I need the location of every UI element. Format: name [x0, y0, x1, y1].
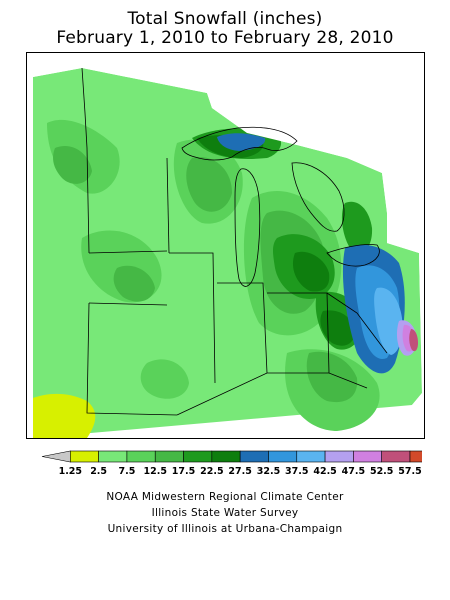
legend-tick-label: 22.5	[200, 466, 223, 477]
zone-2-5-sw	[33, 393, 96, 438]
lake-michigan-outline	[234, 168, 261, 287]
zone-42-5-east	[374, 287, 403, 355]
credit-line-3: University of Illinois at Urbana-Champai…	[107, 523, 343, 535]
legend-tick-label: 57.5	[398, 466, 421, 477]
boundary-lines	[81, 67, 388, 416]
ne-wv	[326, 292, 388, 354]
legend-swatch	[239, 450, 269, 463]
legend-swatch	[324, 450, 354, 463]
legend-swatch	[126, 450, 156, 463]
credit-line-2: Illinois State Water Survey	[151, 507, 299, 519]
in-border	[217, 282, 268, 374]
il-border	[169, 252, 216, 384]
zone-32-5-up	[217, 133, 266, 151]
title-line-2: February 1, 2010 to February 28, 2010	[56, 28, 394, 48]
mo-border	[86, 302, 178, 416]
mask-left	[27, 77, 33, 438]
zone-12-5-south	[140, 359, 189, 399]
legend-swatch	[381, 450, 411, 463]
legend-tick-label: 27.5	[228, 466, 251, 477]
legend-tick-label: 37.5	[285, 466, 308, 477]
legend-tick-label: 42.5	[313, 466, 336, 477]
legend-swatch	[353, 450, 382, 463]
legend-swatch	[211, 450, 241, 463]
mn-boundary	[81, 67, 90, 254]
ia-mn-border	[88, 250, 168, 254]
title-line-1: Total Snowfall (inches)	[127, 9, 323, 29]
credits: NOAA Midwestern Regional Climate Center …	[0, 489, 450, 537]
legend-swatch	[70, 450, 99, 463]
legend-swatch	[409, 450, 422, 463]
legend-tick-label: 1.25	[59, 466, 82, 477]
ky-line	[176, 372, 368, 416]
legend-canvas: 1.25 2.5 7.5 12.5 17.5 22.5 27.5 32.5 37.5 42.5 47…	[41, 450, 422, 477]
zone-22-5-east	[341, 201, 373, 254]
mask-top	[27, 53, 424, 173]
legend-tick-label: 32.5	[257, 466, 280, 477]
color-legend: 1.25 2.5 7.5 12.5 17.5 22.5 27.5 32.5 37.5 42.5 47…	[30, 449, 422, 479]
legend-swatch	[268, 450, 298, 463]
mask-right	[382, 158, 424, 438]
zone-27-5-oh	[320, 310, 355, 346]
map-title: Total Snowfall (inches) February 1, 2010…	[0, 10, 450, 48]
legend-swatch	[98, 450, 128, 463]
region-base	[33, 68, 422, 438]
legend-tick-label: 2.5	[90, 466, 107, 477]
zone-17-5-mn	[53, 145, 92, 184]
ia-south	[88, 302, 168, 306]
legend-tick-label: 47.5	[342, 466, 365, 477]
zone-17-5-wi	[186, 157, 232, 212]
wi-west	[166, 157, 170, 254]
lake-erie-outline	[326, 244, 380, 267]
legend-swatch	[183, 450, 213, 463]
legend-tick-label: 7.5	[119, 466, 136, 477]
zone-57-5-east	[409, 329, 418, 352]
map-canvas	[27, 53, 424, 438]
legend-tick-label: 17.5	[172, 466, 195, 477]
lake-huron-outline	[291, 162, 345, 232]
credit-line-1: NOAA Midwestern Regional Climate Center	[106, 491, 344, 503]
lake-superior-outline	[181, 126, 298, 161]
zone-17-5-iowa	[113, 265, 155, 302]
legend-tick-label: 52.5	[370, 466, 393, 477]
legend-swatch	[154, 450, 184, 463]
legend-swatch	[296, 450, 326, 463]
legend-tick-label: 12.5	[144, 466, 167, 477]
zone-27-5-mi	[292, 251, 330, 292]
zone-17-5-oh	[306, 351, 358, 403]
snowfall-map	[26, 52, 425, 439]
legend-swatch-under	[41, 450, 71, 463]
